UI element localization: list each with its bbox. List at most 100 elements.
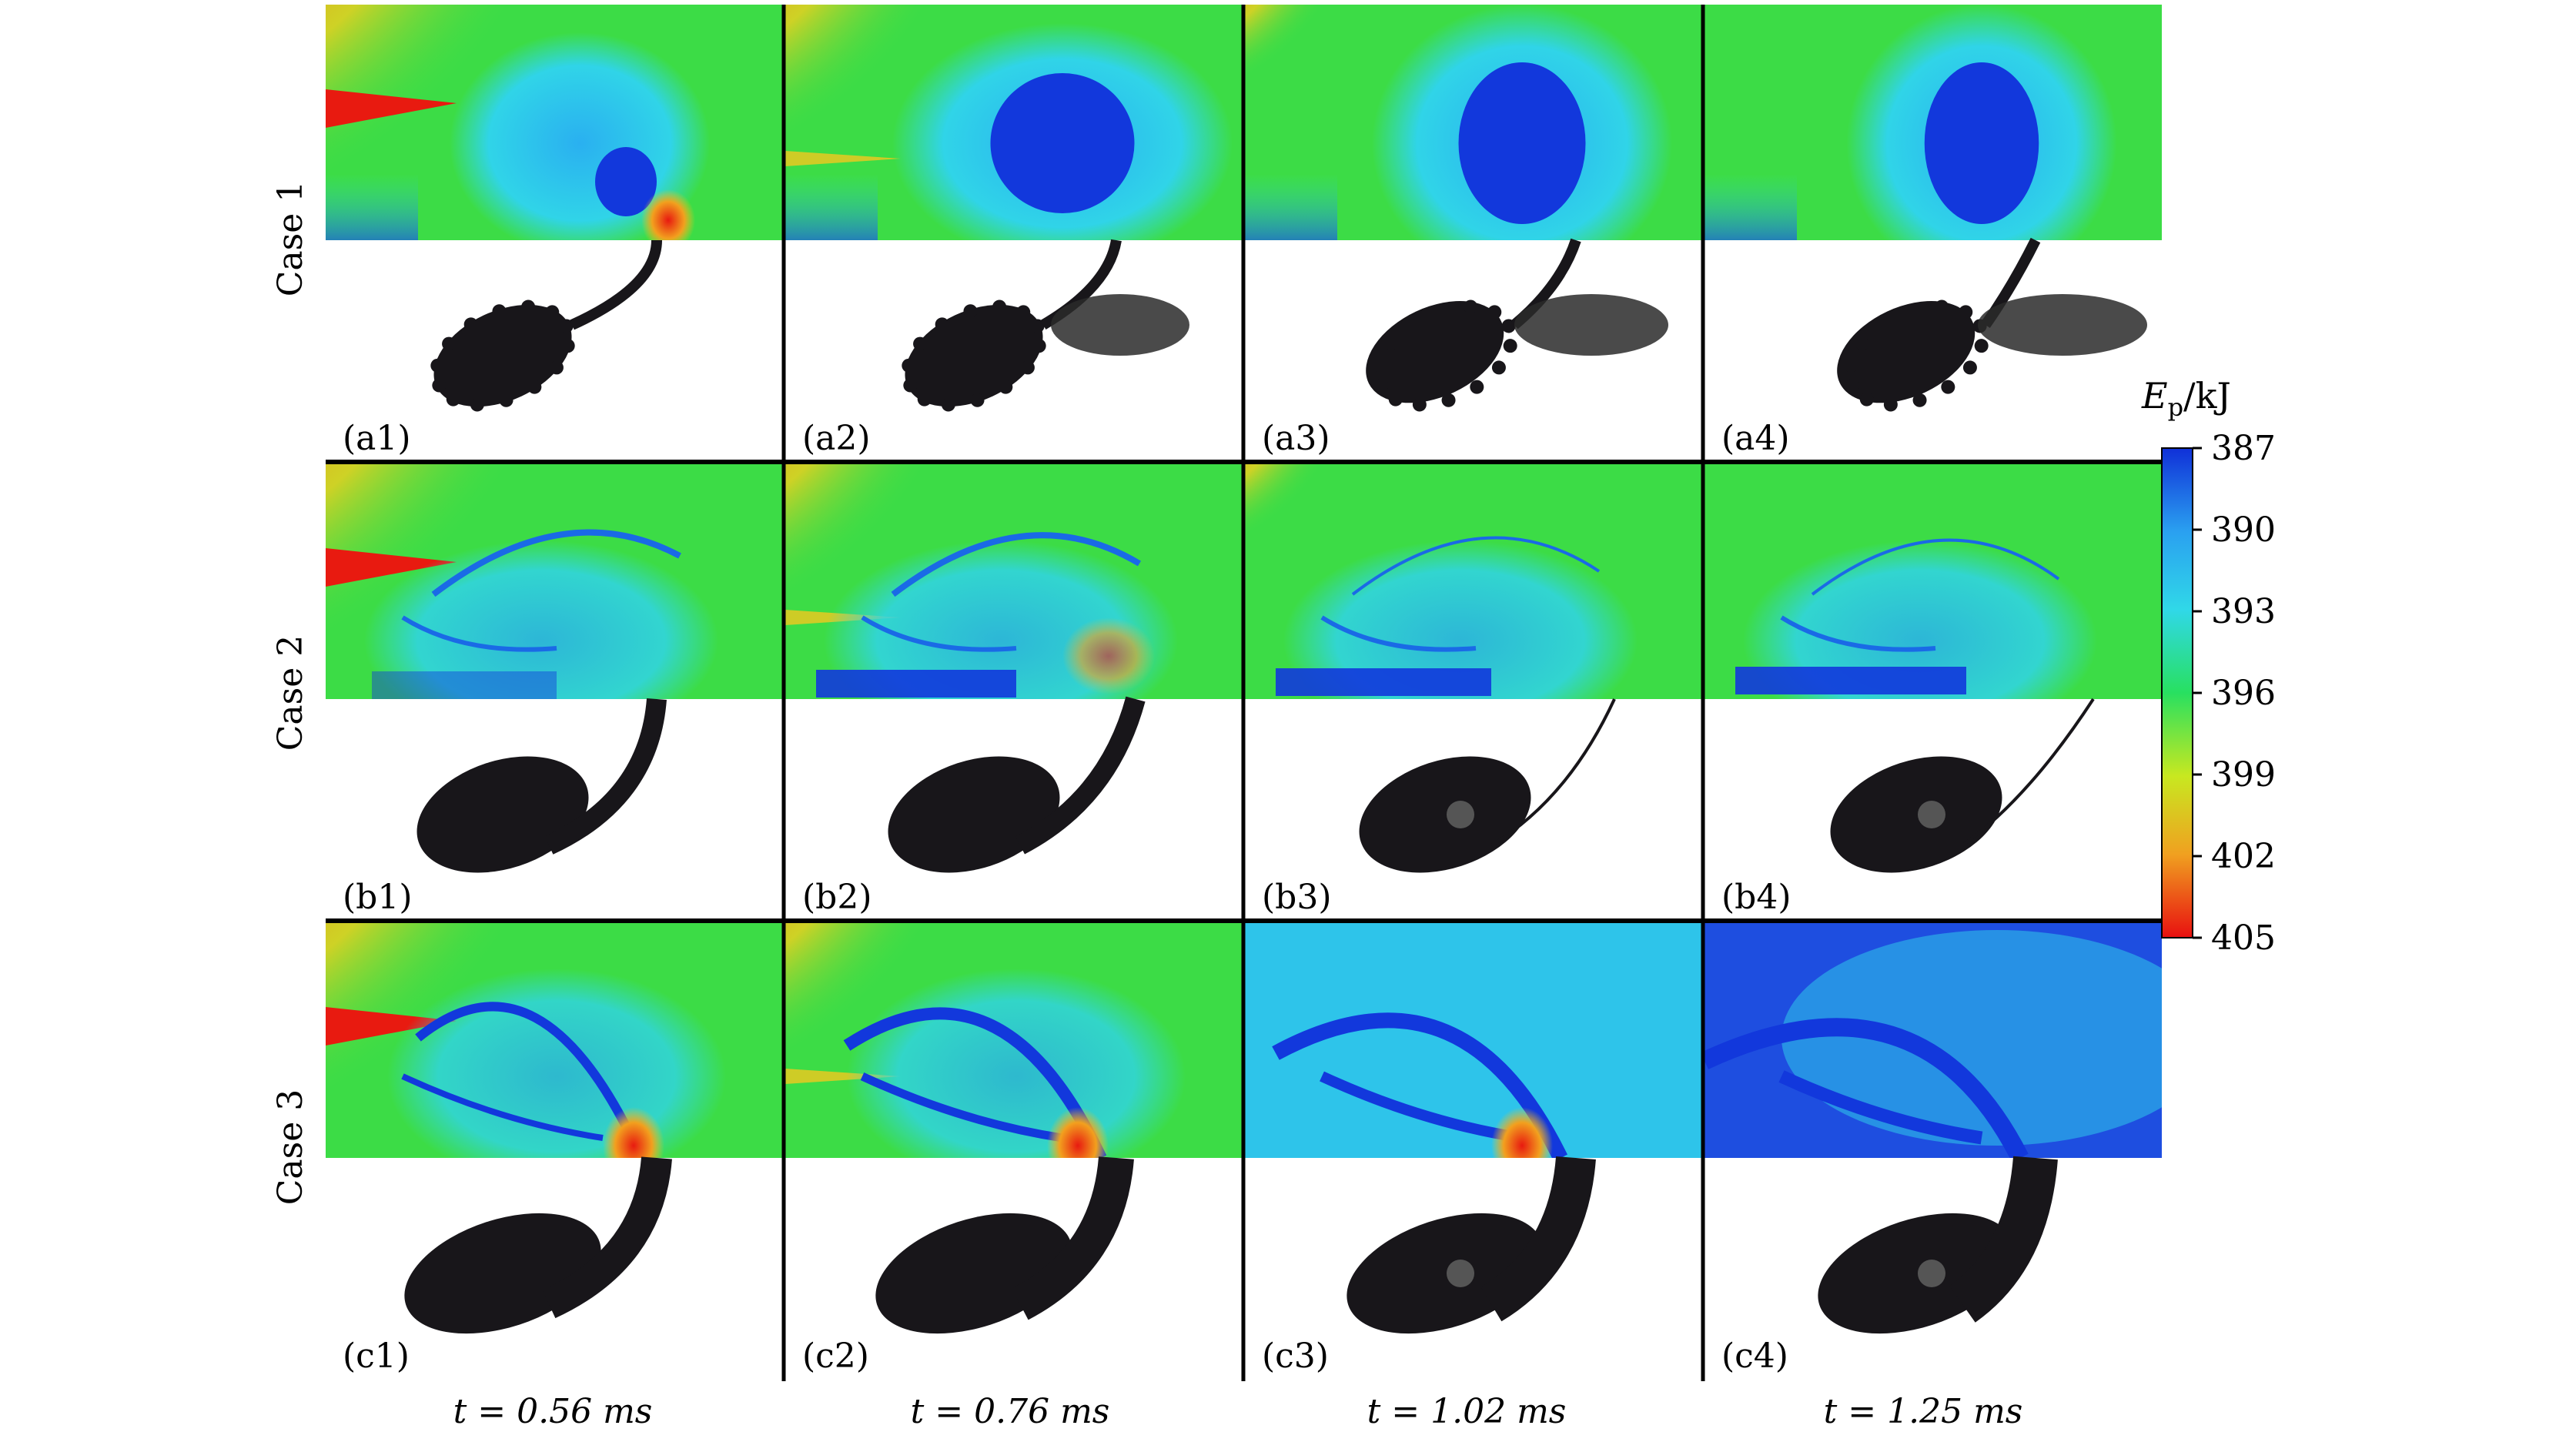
hot-streak [326, 89, 457, 128]
vortex-core [1918, 801, 1945, 828]
time-label-1: t = 0.56 ms [453, 1392, 653, 1431]
jet-bubble [1412, 397, 1427, 412]
jet-bubble [1974, 339, 1989, 353]
warm-streak [785, 151, 901, 166]
mixing-field [1245, 698, 1702, 924]
jet-tail [1015, 696, 1146, 855]
jet-bubble [432, 378, 447, 393]
panel-b4: (b4) [1705, 463, 2162, 924]
jet-bubble [1016, 305, 1031, 320]
jet-bubble [1384, 336, 1399, 351]
energy-field [1245, 463, 1702, 699]
mixing-field [326, 1156, 783, 1383]
jet-bubble [446, 392, 460, 407]
cool-floor [785, 174, 878, 240]
jet-bubble [463, 317, 478, 332]
energy-field [785, 922, 1243, 1158]
panel-b3: (b3) [1245, 463, 1702, 924]
colorbar-title-symbol: E [2141, 375, 2168, 417]
colorbar-tick-label: 405 [2211, 918, 2276, 958]
hot-streak [326, 1007, 457, 1046]
jet-body [417, 756, 589, 873]
jet-bubble [442, 336, 457, 351]
case-2-label: Case 2 [271, 635, 310, 751]
cold-arc [1272, 1012, 1567, 1158]
shear-arc [401, 615, 557, 652]
jet-bubble [1912, 393, 1927, 407]
panel-label: (c2) [802, 1337, 869, 1376]
jet-bubble [1491, 360, 1506, 375]
panel-label: (c4) [1721, 1337, 1788, 1376]
panel-label: (c3) [1262, 1337, 1329, 1376]
time-label-4: t = 1.25 ms [1824, 1392, 2023, 1431]
warm-streak [785, 1069, 901, 1084]
colorbar-tick-label: 402 [2211, 837, 2276, 876]
energy-field [326, 463, 783, 699]
jet-bubble [902, 358, 916, 373]
cold-floor [816, 670, 1016, 698]
jet-bubble [1374, 378, 1389, 393]
colorbar-tick-label: 387 [2211, 429, 2276, 468]
hot-region [785, 5, 985, 189]
colorbar-tick-label: 399 [2211, 755, 2276, 795]
panel-label: (b4) [1721, 878, 1791, 917]
turbulent-mix [1051, 294, 1189, 356]
jet-tail [1949, 1156, 2058, 1323]
colorbar-tick-label: 396 [2211, 674, 2276, 713]
jet-tail [542, 1156, 672, 1319]
mixing-field [785, 1156, 1243, 1383]
jet-bubble [1373, 358, 1387, 373]
jet-bubble [917, 392, 932, 407]
energy-field [1245, 922, 1702, 1158]
panel-b2: (b2) [785, 463, 1243, 924]
hot-spot [641, 189, 695, 240]
shock-arc [891, 532, 1142, 597]
jet-bubble [521, 299, 536, 314]
jet-bubble [1959, 305, 1973, 320]
mixing-field [1705, 698, 2162, 924]
cold-arc [843, 1007, 1107, 1158]
cold-floor [1276, 668, 1491, 696]
mixing-field [1245, 1156, 1702, 1383]
shear-arc [401, 1073, 604, 1141]
mixing-field [326, 239, 783, 465]
cold-arc [1705, 1018, 2029, 1158]
panel-c3: (c3) [1245, 922, 1702, 1383]
colorbar-gradient [2161, 447, 2193, 938]
jet-bubble [1464, 299, 1478, 314]
energy-field [1705, 922, 2162, 1158]
panel-c1: (c1) [326, 922, 783, 1383]
jet-bubble [499, 393, 514, 407]
panel-a2: (a2) [785, 5, 1243, 465]
hot-region [1245, 5, 1355, 106]
mixing-field [1245, 238, 1702, 465]
jet-bubble [1941, 380, 1955, 394]
jet-bubble [963, 304, 978, 319]
shear-arc [860, 1072, 1063, 1143]
cold-floor [1735, 667, 1966, 694]
jet-bubble [1020, 360, 1035, 375]
colorbar-title: Ep/kJ [2141, 375, 2231, 422]
panel-label: (b2) [802, 878, 872, 917]
turbulent-mix [1514, 294, 1668, 356]
colorbar: Ep/kJ 387 390 393 396 399 402 405 [2141, 375, 2276, 958]
mixing-field [326, 698, 783, 924]
jet-bubble [1434, 304, 1449, 319]
colorbar-title-subscript: p [2168, 393, 2183, 422]
panel-c2: (c2) [785, 922, 1243, 1383]
jet-bubble [1962, 360, 1977, 375]
jet-bubble [992, 299, 1007, 314]
jet-bubble [1501, 319, 1516, 333]
vortex-core [1918, 1260, 1945, 1287]
jet-bubble [1441, 393, 1456, 407]
jet-bubble [545, 305, 560, 320]
panel-label: (b3) [1262, 878, 1332, 917]
panel-b1: (b1) [326, 463, 783, 924]
jet-bubble [1503, 339, 1517, 353]
case-3-label: Case 3 [271, 1089, 310, 1206]
hot-streak [326, 548, 457, 587]
case-1-label: Case 1 [271, 181, 310, 297]
jet-bubble [1905, 304, 1920, 319]
cool-floor [326, 174, 418, 240]
energy-field [785, 463, 1243, 699]
